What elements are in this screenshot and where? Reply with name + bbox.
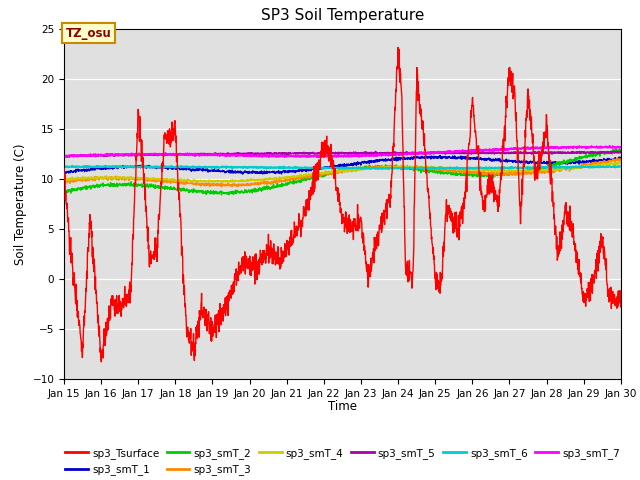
Line: sp3_smT_6: sp3_smT_6 [64, 166, 621, 169]
sp3_smT_4 [601, 161, 609, 167]
Line: sp3_smT_3: sp3_smT_3 [64, 158, 621, 187]
Title: SP3 Soil Temperature: SP3 Soil Temperature [260, 9, 424, 24]
sp3_Tsurface [394, 45, 402, 50]
sp3_smT_7 [617, 144, 625, 150]
sp3_smT_3 [60, 179, 68, 184]
sp3_smT_4 [617, 160, 625, 166]
sp3_smT_1 [88, 165, 96, 171]
sp3_Tsurface [617, 304, 625, 310]
Line: sp3_smT_2: sp3_smT_2 [64, 149, 621, 195]
sp3_smT_2 [499, 169, 506, 175]
sp3_smT_2 [316, 172, 324, 178]
sp3_smT_3 [601, 158, 609, 164]
X-axis label: Time: Time [328, 400, 357, 413]
sp3_smT_2 [218, 192, 225, 198]
Line: sp3_Tsurface: sp3_Tsurface [64, 48, 621, 362]
Line: sp3_smT_5: sp3_smT_5 [64, 152, 621, 157]
Line: sp3_smT_4: sp3_smT_4 [64, 161, 621, 182]
sp3_Tsurface [316, 166, 324, 172]
sp3_Tsurface [88, 254, 96, 260]
sp3_smT_3 [601, 159, 609, 165]
sp3_smT_1 [601, 157, 609, 163]
sp3_smT_7 [316, 153, 324, 159]
sp3_Tsurface [97, 359, 105, 365]
sp3_smT_3 [617, 157, 625, 163]
Line: sp3_smT_7: sp3_smT_7 [64, 146, 621, 157]
sp3_smT_2 [60, 190, 68, 195]
sp3_smT_3 [228, 184, 236, 190]
sp3_smT_5 [65, 154, 73, 160]
sp3_smT_3 [612, 156, 620, 161]
sp3_smT_3 [316, 170, 324, 176]
sp3_smT_4 [616, 158, 624, 164]
sp3_smT_6 [602, 165, 609, 170]
sp3_smT_4 [499, 168, 506, 173]
sp3_smT_6 [60, 163, 68, 169]
sp3_smT_1 [60, 169, 68, 175]
Line: sp3_smT_1: sp3_smT_1 [64, 155, 621, 174]
sp3_smT_2 [601, 149, 609, 155]
sp3_smT_5 [601, 149, 609, 155]
sp3_smT_5 [610, 149, 618, 155]
sp3_smT_6 [89, 164, 97, 169]
sp3_smT_4 [60, 177, 68, 183]
sp3_smT_6 [83, 163, 90, 168]
sp3_smT_7 [88, 153, 96, 159]
sp3_smT_7 [331, 152, 339, 158]
sp3_smT_5 [316, 150, 324, 156]
sp3_smT_2 [331, 170, 339, 176]
sp3_smT_2 [616, 146, 624, 152]
sp3_smT_1 [278, 171, 285, 177]
sp3_smT_1 [602, 158, 609, 164]
sp3_Tsurface [60, 166, 68, 171]
sp3_smT_5 [331, 150, 339, 156]
sp3_Tsurface [602, 262, 609, 268]
sp3_smT_2 [617, 147, 625, 153]
Y-axis label: Soil Temperature (C): Soil Temperature (C) [14, 143, 27, 265]
sp3_smT_4 [88, 175, 96, 180]
Text: TZ_osu: TZ_osu [66, 27, 111, 40]
sp3_smT_6 [617, 164, 625, 169]
sp3_smT_1 [499, 157, 507, 163]
sp3_smT_7 [601, 144, 609, 150]
sp3_Tsurface [499, 147, 507, 153]
sp3_smT_5 [601, 150, 609, 156]
sp3_smT_6 [499, 164, 507, 170]
sp3_smT_1 [331, 165, 339, 170]
sp3_smT_5 [60, 154, 68, 159]
sp3_smT_2 [88, 183, 96, 189]
sp3_smT_6 [316, 165, 324, 170]
sp3_smT_1 [436, 152, 444, 158]
sp3_smT_5 [617, 150, 625, 156]
sp3_smT_6 [459, 167, 467, 172]
sp3_smT_4 [226, 180, 234, 185]
sp3_smT_3 [331, 169, 339, 175]
sp3_smT_7 [314, 155, 321, 160]
sp3_smT_5 [89, 153, 97, 159]
sp3_smT_4 [316, 170, 324, 176]
sp3_smT_7 [60, 153, 68, 159]
sp3_smT_3 [88, 177, 96, 182]
sp3_smT_4 [331, 169, 339, 175]
sp3_smT_4 [601, 162, 609, 168]
Legend: sp3_Tsurface, sp3_smT_1, sp3_smT_2, sp3_smT_3, sp3_smT_4, sp3_smT_5, sp3_smT_6, : sp3_Tsurface, sp3_smT_1, sp3_smT_2, sp3_… [61, 444, 624, 480]
sp3_smT_7 [601, 144, 609, 150]
sp3_smT_5 [499, 150, 506, 156]
sp3_smT_1 [316, 166, 324, 171]
sp3_smT_6 [331, 166, 339, 171]
sp3_smT_1 [617, 155, 625, 160]
sp3_smT_6 [601, 164, 609, 169]
sp3_Tsurface [331, 168, 339, 174]
sp3_smT_3 [499, 170, 506, 176]
sp3_smT_7 [499, 146, 506, 152]
sp3_smT_2 [601, 150, 609, 156]
sp3_Tsurface [601, 255, 609, 261]
sp3_smT_7 [606, 143, 614, 149]
